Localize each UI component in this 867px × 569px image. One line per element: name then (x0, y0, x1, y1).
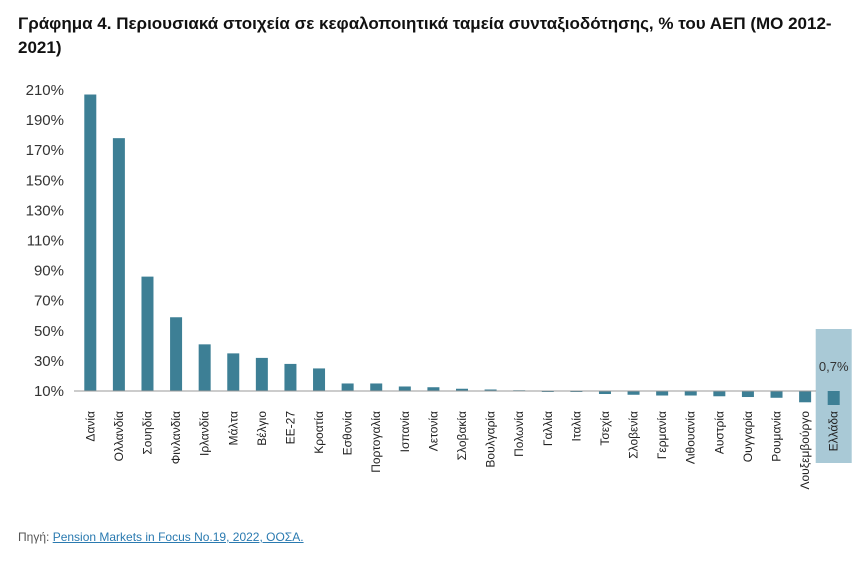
bar (484, 389, 497, 391)
y-tick-label: 210% (26, 82, 64, 99)
bar (627, 391, 640, 395)
bar (398, 386, 411, 391)
bar (370, 383, 383, 391)
category-label: Ουγγαρία (741, 411, 755, 462)
category-label: Εσθονία (341, 411, 355, 455)
category-label: Βουλγαρία (484, 411, 498, 468)
bar (684, 391, 697, 396)
bar (770, 391, 783, 398)
bar (255, 357, 268, 391)
source-link[interactable]: Pension Markets in Focus No.19, 2022, ΟΟ… (52, 530, 304, 544)
category-label: Ισπανία (398, 411, 412, 452)
y-tick-label: 110% (27, 233, 64, 250)
bar (341, 383, 354, 391)
category-label: ΕΕ-27 (283, 411, 297, 445)
category-label: Ρουμανία (770, 411, 784, 462)
highlight-value-label: 0,7% (819, 359, 849, 374)
category-label: Σλοβενία (627, 411, 641, 459)
bar (112, 138, 125, 391)
bar (313, 368, 326, 391)
bar (227, 353, 240, 391)
chart-title: Γράφημα 4. Περιουσιακά στοιχεία σε κεφαλ… (18, 14, 832, 57)
y-tick-label: 170% (26, 142, 64, 159)
bar (427, 387, 440, 391)
y-tick-label: 10% (34, 383, 64, 400)
bar (141, 276, 154, 391)
bar (198, 344, 211, 391)
bar (598, 391, 611, 395)
category-label: Ιρλανδία (198, 411, 212, 456)
source-prefix: Πηγή: (18, 530, 53, 544)
y-tick-label: 90% (34, 263, 64, 280)
y-tick-label: 190% (26, 112, 64, 129)
category-label: Τσεχία (598, 411, 612, 446)
y-tick-label: 70% (34, 293, 64, 310)
category-label: Ολλανδία (112, 411, 126, 461)
bar (827, 391, 840, 405)
category-label: Αυστρία (712, 411, 726, 454)
category-label: Ιταλία (569, 411, 583, 442)
bar (713, 391, 726, 397)
category-label: Πολωνία (512, 411, 526, 457)
bar (284, 363, 297, 391)
bar (799, 391, 812, 403)
category-label: Γαλλία (541, 411, 555, 446)
category-label: Λιθουανία (684, 411, 698, 464)
bar (656, 391, 669, 396)
source-line: Πηγή: Pension Markets in Focus No.19, 20… (18, 530, 304, 544)
y-tick-label: 150% (26, 172, 64, 189)
category-label: Ελλάδα (827, 411, 841, 451)
category-label: Μάλτα (226, 411, 240, 446)
category-label: Φινλανδία (169, 411, 183, 464)
category-label: Λετονία (426, 411, 440, 451)
y-tick-label: 30% (34, 353, 64, 370)
category-label: Σουηδία (140, 411, 154, 455)
y-tick-label: 130% (26, 202, 64, 219)
bar (84, 94, 97, 391)
bar (456, 388, 468, 391)
bar (170, 317, 183, 391)
category-label: Πορτογαλία (369, 411, 383, 473)
category-label: Γερμανία (655, 411, 669, 459)
category-label: Λουξεμβούργο (798, 411, 812, 490)
bar (741, 391, 754, 398)
y-tick-label: 50% (34, 323, 64, 340)
category-label: Δανία (83, 411, 97, 442)
category-label: Σλοβακία (455, 411, 469, 460)
category-label: Κροατία (312, 411, 326, 454)
category-label: Βέλγιο (255, 411, 269, 446)
